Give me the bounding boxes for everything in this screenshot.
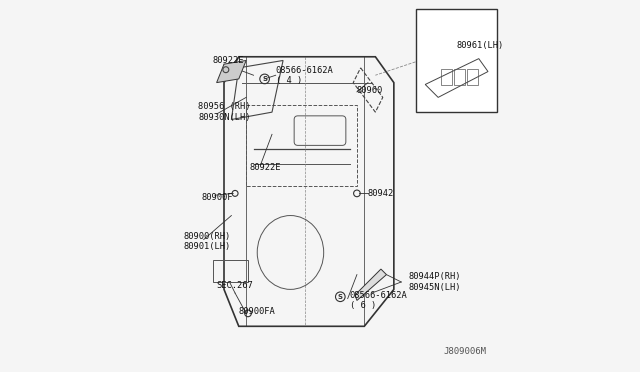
FancyBboxPatch shape (416, 9, 497, 112)
Text: 08566-6162A
( 6 ): 08566-6162A ( 6 ) (349, 291, 407, 310)
Text: 80922E: 80922E (213, 56, 244, 65)
Text: S: S (338, 294, 343, 300)
Text: 80944P(RH)
80945N(LH): 80944P(RH) 80945N(LH) (408, 272, 461, 292)
Text: SEC.267: SEC.267 (216, 281, 253, 290)
Polygon shape (355, 269, 387, 301)
Text: S: S (262, 76, 267, 82)
Text: 80900FA: 80900FA (239, 307, 276, 316)
Text: 80900(RH)
80901(LH): 80900(RH) 80901(LH) (184, 232, 230, 251)
Text: 80960: 80960 (357, 86, 383, 94)
Text: J809006M: J809006M (443, 347, 486, 356)
Text: 08566-6162A
( 4 ): 08566-6162A ( 4 ) (276, 65, 333, 85)
Text: 80942: 80942 (368, 189, 394, 198)
Text: 80961(LH): 80961(LH) (456, 41, 504, 50)
Text: 80900F: 80900F (202, 193, 234, 202)
Polygon shape (216, 61, 246, 83)
Text: 80922E: 80922E (250, 163, 282, 172)
Text: 80956 (RH)
80930N(LH): 80956 (RH) 80930N(LH) (198, 102, 251, 122)
